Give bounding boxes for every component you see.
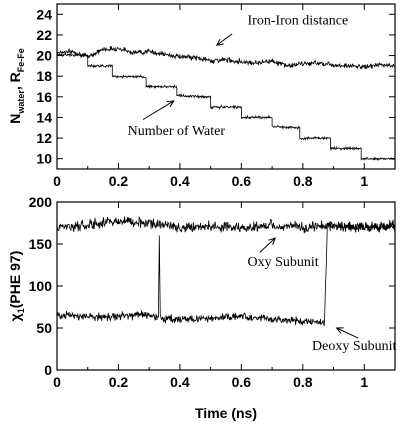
top-ytick-label-4: 18: [36, 68, 52, 84]
bot-series-oxy: [56, 216, 396, 234]
top-plot-frame: [56, 3, 396, 170]
arrow-iron-iron-distance: [216, 33, 233, 46]
bot-ytick-label-1: 50: [36, 320, 52, 336]
top-ytick-label-5: 20: [36, 48, 52, 64]
bot-arrowhead-1: [335, 327, 344, 334]
top-xtick-label-0: 0: [53, 173, 61, 189]
bot-xtick-label-1: 0.2: [109, 374, 129, 390]
ylabel-chi: χ: [7, 313, 23, 321]
top-panel: 0 0.2 0.4 0.6 0.8 1 10 12 14 16 18 20 22 24 Iron-Iron…: [7, 3, 396, 189]
annotation-oxy-subunit: Oxy Subunit: [248, 255, 319, 270]
top-series-iron: [56, 46, 396, 70]
ylabel-n-sub: water: [16, 90, 26, 115]
bottom-panel: 0 0.2 0.4 0.6 0.8 1 0 50 100 150 200 Oxy Subunit D…: [7, 194, 397, 421]
top-ticks: 0 0.2 0.4 0.6 0.8 1 10 12 14 16 18 20 22 24: [36, 4, 396, 189]
ylabel-chi-sub: 1: [16, 308, 26, 313]
bottom-ticks: 0 0.2 0.4 0.6 0.8 1 0 50 100 150 200: [29, 194, 396, 390]
bot-arrowhead-0: [268, 237, 277, 245]
bot-xtick-label-2: 0.4: [170, 374, 190, 390]
top-arrowhead-1: [166, 100, 175, 108]
arrow-deoxy-subunit: [336, 327, 359, 339]
top-ytick-label-7: 24: [36, 6, 52, 22]
bot-ytick-label-0: 0: [44, 362, 52, 378]
bot-ytick-label-3: 150: [29, 236, 53, 252]
ylabel-n: N: [7, 114, 23, 124]
bottom-series-group: [56, 216, 396, 327]
bot-xtick-label-0: 0: [53, 374, 61, 390]
top-y-axis-label: Nwater, RFe-Fe: [7, 48, 26, 124]
annotation-deoxy-subunit: Deoxy Subunit: [312, 339, 397, 354]
top-ytick-label-3: 16: [36, 89, 52, 105]
bot-xtick-label-5: 1: [360, 374, 368, 390]
top-xtick-label-1: 0.2: [109, 173, 129, 189]
annotation-number-of-water: Number of Water: [128, 124, 226, 139]
top-series-group: [56, 46, 396, 162]
bottom-y-axis-label: χ1(PHE 97): [7, 251, 26, 322]
top-xtick-label-2: 0.4: [170, 173, 190, 189]
top-series-water: [56, 53, 396, 162]
bot-series-deoxy: [56, 221, 396, 327]
top-ytick-label-2: 14: [36, 109, 52, 125]
top-xtick-label-4: 0.8: [293, 173, 313, 189]
arrow-number-of-water: [142, 100, 175, 120]
bot-ytick-label-2: 100: [29, 278, 53, 294]
top-ytick-label-1: 12: [36, 130, 52, 146]
top-arrowhead-0: [215, 38, 224, 46]
top-ytick-label-0: 10: [36, 151, 52, 167]
bot-xtick-label-4: 0.8: [293, 374, 313, 390]
ylabel-r-sub: Fe-Fe: [16, 48, 26, 72]
ylabel-sep: , R: [7, 72, 23, 90]
annotation-iron-iron-distance: Iron-Iron distance: [248, 14, 349, 29]
top-xtick-label-5: 1: [360, 173, 368, 189]
bot-xtick-label-3: 0.6: [232, 374, 252, 390]
top-xtick-label-3: 0.6: [232, 173, 252, 189]
arrow-oxy-subunit: [259, 237, 276, 253]
top-ytick-label-6: 22: [36, 27, 52, 43]
ylabel-chi-rest: (PHE 97): [7, 251, 23, 309]
bot-ytick-label-4: 200: [29, 194, 53, 210]
x-axis-label: Time (ns): [195, 405, 257, 421]
